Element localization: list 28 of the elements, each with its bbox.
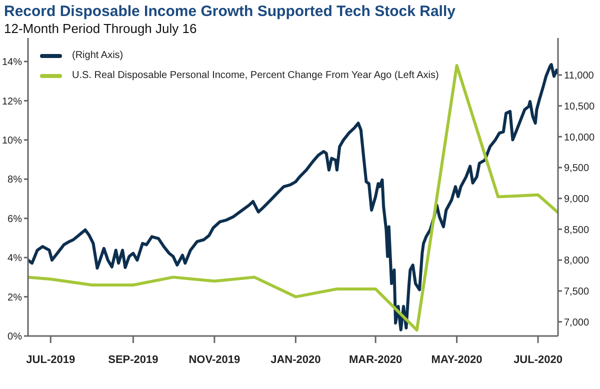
x-tick-label: NOV-2019 [188,354,240,366]
y2-tick-label: 10,000 [564,132,596,144]
chart-subtitle: 12-Month Period Through July 16 [4,21,197,36]
legend-label: U.S. Real Disposable Personal Income, Percent Change From Year Ago (Left Axis) [72,70,439,81]
y-tick-label: 0% [8,332,22,343]
y2-tick-label: 11,000 [564,70,594,82]
y-tick-label: 12% [2,96,22,108]
chart-title: Record Disposable Income Growth Supported Tech Stock Rally [4,3,456,20]
y2-tick-label: 7,500 [564,286,590,298]
x-tick-label: MAR-2020 [348,354,402,366]
y2-tick-label: 7,000 [564,317,590,328]
x-tick-label: JUL-2020 [514,354,562,366]
x-tick-label: MAY-2020 [431,354,482,366]
y-tick-label: 8% [8,174,22,186]
y-tick-label: 14% [2,57,22,68]
y2-tick-label: 9,000 [564,194,590,205]
x-tick-label: JAN-2020 [270,354,321,366]
y2-tick-label: 8,500 [564,224,590,236]
y2-tick-label: 9,500 [564,163,590,174]
y-tick-label: 2% [8,292,22,304]
y-tick-label: 6% [8,214,22,225]
y2-tick-label: 10,500 [564,101,596,112]
y-tick-label: 4% [8,253,22,264]
legend-label: (Right Axis) [72,50,124,61]
y-tick-label: 10% [2,135,22,146]
x-tick-label: JUL-2019 [26,354,76,366]
x-tick-label: SEP-2019 [108,354,158,366]
y2-tick-label: 8,000 [564,256,590,267]
